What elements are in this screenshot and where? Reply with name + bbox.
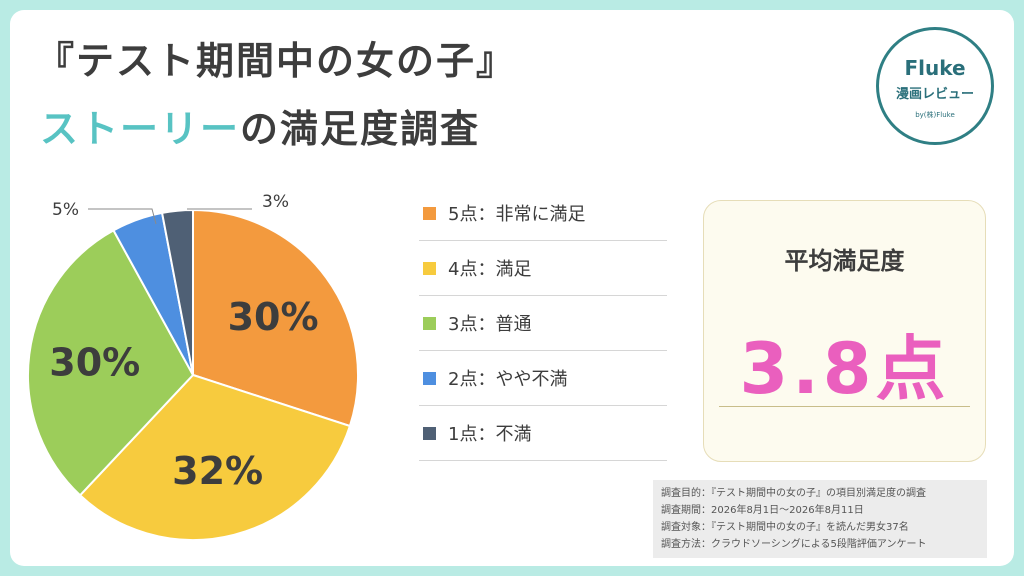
legend-item-3: 3点：普通 <box>419 296 667 351</box>
page-title: 『テスト期間中の女の子』 <box>36 39 517 83</box>
average-underline <box>719 406 970 407</box>
note-target: 調査対象：『テスト期間中の女の子』を読んだ男女37名 <box>661 522 909 533</box>
average-value: 3.8点 <box>739 328 950 410</box>
legend-swatch <box>423 426 436 440</box>
legend-item-5: 1点：不満 <box>419 406 667 461</box>
legend-label: 5点：非常に満足 <box>448 204 586 225</box>
slice-label-3: 30% <box>49 341 140 385</box>
pie-slice-1 <box>192 208 359 428</box>
chart-legend: 5点：非常に満足 4点：満足 3点：普通 2点：やや不満 1点：不満 <box>419 186 667 461</box>
subtitle-rest: の満足度調査 <box>240 107 481 151</box>
survey-notes: 調査目的：『テスト期間中の女の子』の項目別満足度の調査 調査期間：2026年8月… <box>653 480 987 558</box>
fluke-logo: Fluke 漫画レビュー by(株)Fluke <box>876 27 994 145</box>
note-purpose: 調査目的：『テスト期間中の女の子』の項目別満足度の調査 <box>661 488 926 499</box>
pie-slice-3 <box>27 229 195 497</box>
average-satisfaction-box: 平均満足度 3.8点 <box>703 200 986 462</box>
slice-label-4: 5% <box>52 200 79 220</box>
legend-item-2: 4点：満足 <box>419 241 667 296</box>
legend-label: 3点：普通 <box>448 314 532 335</box>
legend-swatch <box>423 316 436 330</box>
legend-swatch <box>423 371 436 385</box>
legend-label: 4点：満足 <box>448 259 532 280</box>
legend-item-1: 5点：非常に満足 <box>419 186 667 241</box>
legend-swatch <box>423 206 436 220</box>
note-method: 調査方法：クラウドソーシングによる5段階評価アンケート <box>661 539 927 550</box>
legend-label: 2点：やや不満 <box>448 369 568 390</box>
subtitle-accent: ストーリー <box>40 107 241 151</box>
slice-label-5: 3% <box>262 192 289 212</box>
note-period: 調査期間：2026年8月1日～2026年8月11日 <box>661 505 864 516</box>
legend-item-4: 2点：やや不満 <box>419 351 667 406</box>
slice-label-2: 32% <box>172 449 263 493</box>
logo-name: Fluke <box>904 56 966 80</box>
logo-sub: 漫画レビュー <box>895 87 974 102</box>
slice-label-1: 30% <box>228 295 319 339</box>
legend-swatch <box>423 261 436 275</box>
average-label: 平均満足度 <box>784 247 905 275</box>
pie-slice-5 <box>160 208 194 376</box>
legend-label: 1点：不満 <box>448 424 532 445</box>
page-subtitle: ストーリーの満足度調査 <box>40 98 480 153</box>
logo-by: by(株)Fluke <box>915 111 955 119</box>
leader-line-4 <box>88 208 157 225</box>
pie-slice-2 <box>78 373 352 541</box>
